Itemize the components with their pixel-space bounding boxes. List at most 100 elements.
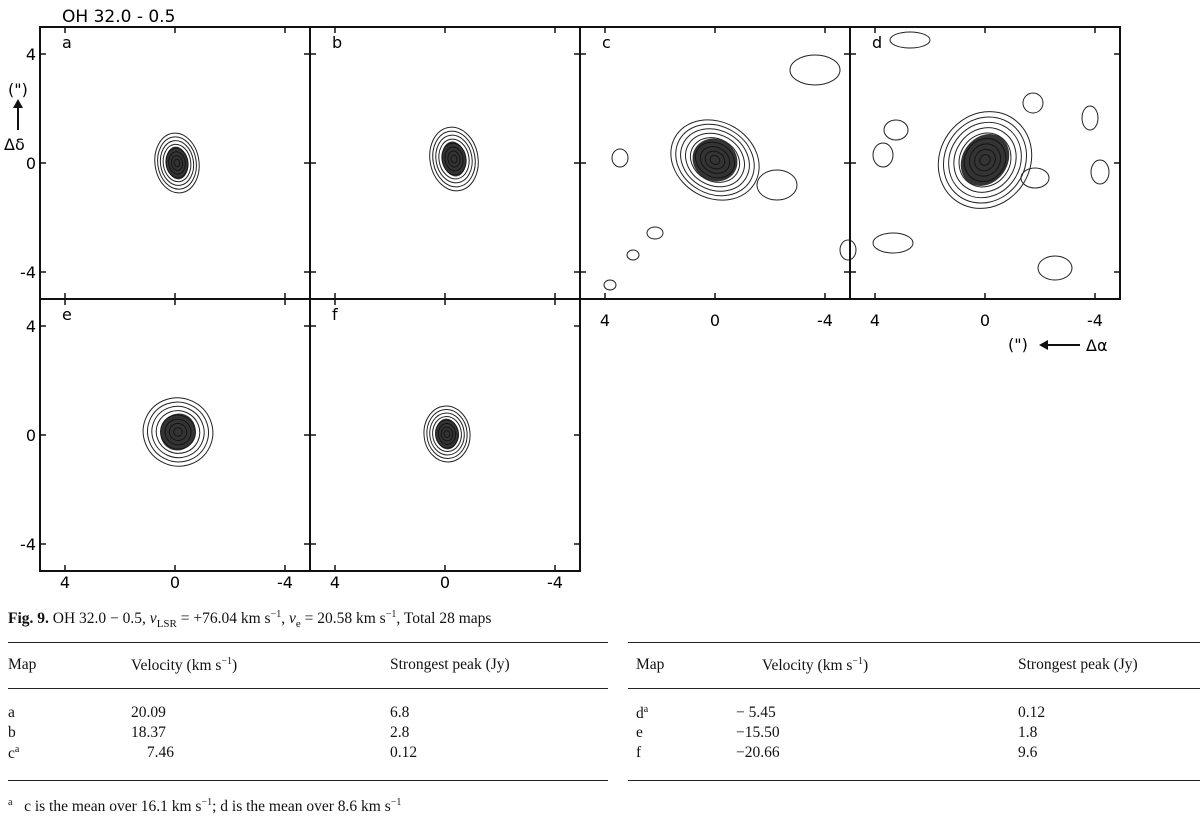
- panel-label: f: [332, 305, 338, 324]
- y-tick-label: -4: [20, 263, 36, 282]
- panel-b: b: [309, 26, 581, 300]
- contour-line: [162, 143, 192, 183]
- panel-f: f: [309, 298, 581, 572]
- contour-line: [689, 137, 741, 183]
- table-row: b: [8, 724, 16, 742]
- contour-line: [646, 226, 664, 240]
- contour-line: [839, 239, 857, 261]
- contour-line: [948, 121, 1022, 199]
- footnote-marker: a: [8, 797, 13, 808]
- contour-line: [789, 54, 841, 86]
- header-velocity-text: Velocity (km s: [762, 657, 853, 674]
- contour-line: [937, 111, 1033, 209]
- emission-core: [160, 413, 196, 451]
- y-tick-label: -4: [20, 535, 36, 554]
- contour-line: [1090, 159, 1110, 185]
- y-axis-symbol: Δδ: [4, 135, 25, 154]
- contour-line: [429, 412, 465, 456]
- table-right-mid-rule: [628, 688, 1200, 689]
- emission-core: [960, 134, 1010, 186]
- header-velocity-close: ): [232, 657, 238, 674]
- caption-object: OH 32.0 − 0.5,: [52, 610, 146, 627]
- table-row: a: [8, 704, 15, 722]
- contour-panels: a b c d e f 4 0 -4 4 0 -4 4 0 -4 4 0 -4 4 0 -4 4 0 -4: [20, 26, 1121, 592]
- contour-line: [685, 132, 745, 188]
- emission-core: [441, 141, 467, 177]
- caption-ve-sub: e: [295, 618, 301, 631]
- contour-line: [154, 132, 200, 194]
- y-axis-unit: ("): [8, 80, 28, 99]
- x-tick-label: -4: [1087, 311, 1103, 330]
- footnote-text-2: ; d is the mean over 8.6 km s: [212, 798, 391, 815]
- table-left-mid-rule: [8, 688, 608, 689]
- x-tick-label: -4: [277, 573, 293, 592]
- x-tick-label: 0: [440, 573, 450, 592]
- contour-line: [432, 416, 462, 452]
- table-row: ca: [8, 744, 19, 763]
- contour-line: [147, 401, 209, 463]
- panel-label: e: [62, 305, 72, 324]
- contour-line: [423, 405, 471, 463]
- contour-line: [432, 130, 476, 188]
- contour-line: [889, 31, 931, 49]
- row-velocity: 18.37: [131, 724, 166, 741]
- header-velocity-text: Velocity (km s: [131, 657, 222, 674]
- row-velocity: −20.66: [736, 744, 780, 761]
- contour-line: [872, 232, 914, 254]
- table-right-header-velocity: Velocity (km s−1): [762, 656, 868, 675]
- contour-line: [675, 123, 755, 197]
- x-axis-unit: ("): [1008, 335, 1028, 354]
- footnote-exp: −1: [201, 797, 213, 808]
- y-axis-arrowhead: [13, 99, 23, 108]
- row-peak: 0.12: [1018, 704, 1046, 721]
- x-tick-label: 4: [870, 311, 880, 330]
- y-tick-label: 4: [26, 317, 36, 336]
- contour-line: [883, 119, 909, 141]
- contour-line: [157, 136, 197, 190]
- y-tick-label: 4: [26, 45, 36, 64]
- contour-line: [155, 410, 201, 454]
- footnote-exp-2: −1: [390, 797, 402, 808]
- x-tick-label: 4: [330, 573, 340, 592]
- table-footnote: a c is the mean over 16.1 km s−1; d is t…: [8, 797, 401, 816]
- row-peak: 1.8: [1018, 724, 1038, 741]
- table-right-top-rule: [628, 642, 1200, 643]
- contour-line: [159, 140, 195, 186]
- panel-a: a: [39, 26, 311, 300]
- y-tick-label: 0: [26, 154, 36, 173]
- table-row: da: [636, 704, 648, 723]
- panel-d: d: [849, 26, 1121, 300]
- table-left-top-rule: [8, 642, 608, 643]
- x-tick-label: 4: [600, 311, 610, 330]
- contour-line: [1020, 167, 1050, 189]
- caption-unit-exp: −1: [270, 609, 282, 620]
- figure-object-label: OH 32.0 - 0.5: [62, 7, 175, 27]
- header-velocity-exp: −1: [221, 656, 233, 667]
- contour-line: [680, 128, 750, 192]
- contour-line: [670, 119, 760, 201]
- x-axis-arrowhead: [1039, 340, 1048, 350]
- contour-line: [426, 409, 468, 459]
- table-left-header-peak: Strongest peak (Jy): [390, 656, 510, 673]
- panel-label: a: [62, 33, 72, 52]
- contour-line: [438, 138, 470, 180]
- caption-separator: ,: [281, 610, 286, 627]
- row-velocity: −15.50: [736, 724, 780, 741]
- panel-label: d: [872, 33, 882, 52]
- caption-total: , Total 28 maps: [396, 610, 492, 627]
- header-velocity-close: ): [863, 657, 869, 674]
- x-tick-label: -4: [817, 311, 833, 330]
- x-tick-label: 0: [170, 573, 180, 592]
- contour-line: [942, 116, 1028, 204]
- row-map: c: [8, 745, 15, 762]
- row-peak: 2.8: [390, 724, 410, 741]
- row-footnote-marker: a: [14, 744, 20, 755]
- caption-unit-exp-2: −1: [385, 609, 397, 620]
- row-peak: 9.6: [1018, 744, 1038, 761]
- row-map: b: [8, 724, 16, 741]
- x-axis-symbol: Δα: [1086, 336, 1108, 355]
- x-tick-label: 0: [980, 311, 990, 330]
- emission-core: [165, 146, 189, 180]
- panel-label: b: [332, 33, 342, 52]
- table-row: e: [636, 724, 643, 742]
